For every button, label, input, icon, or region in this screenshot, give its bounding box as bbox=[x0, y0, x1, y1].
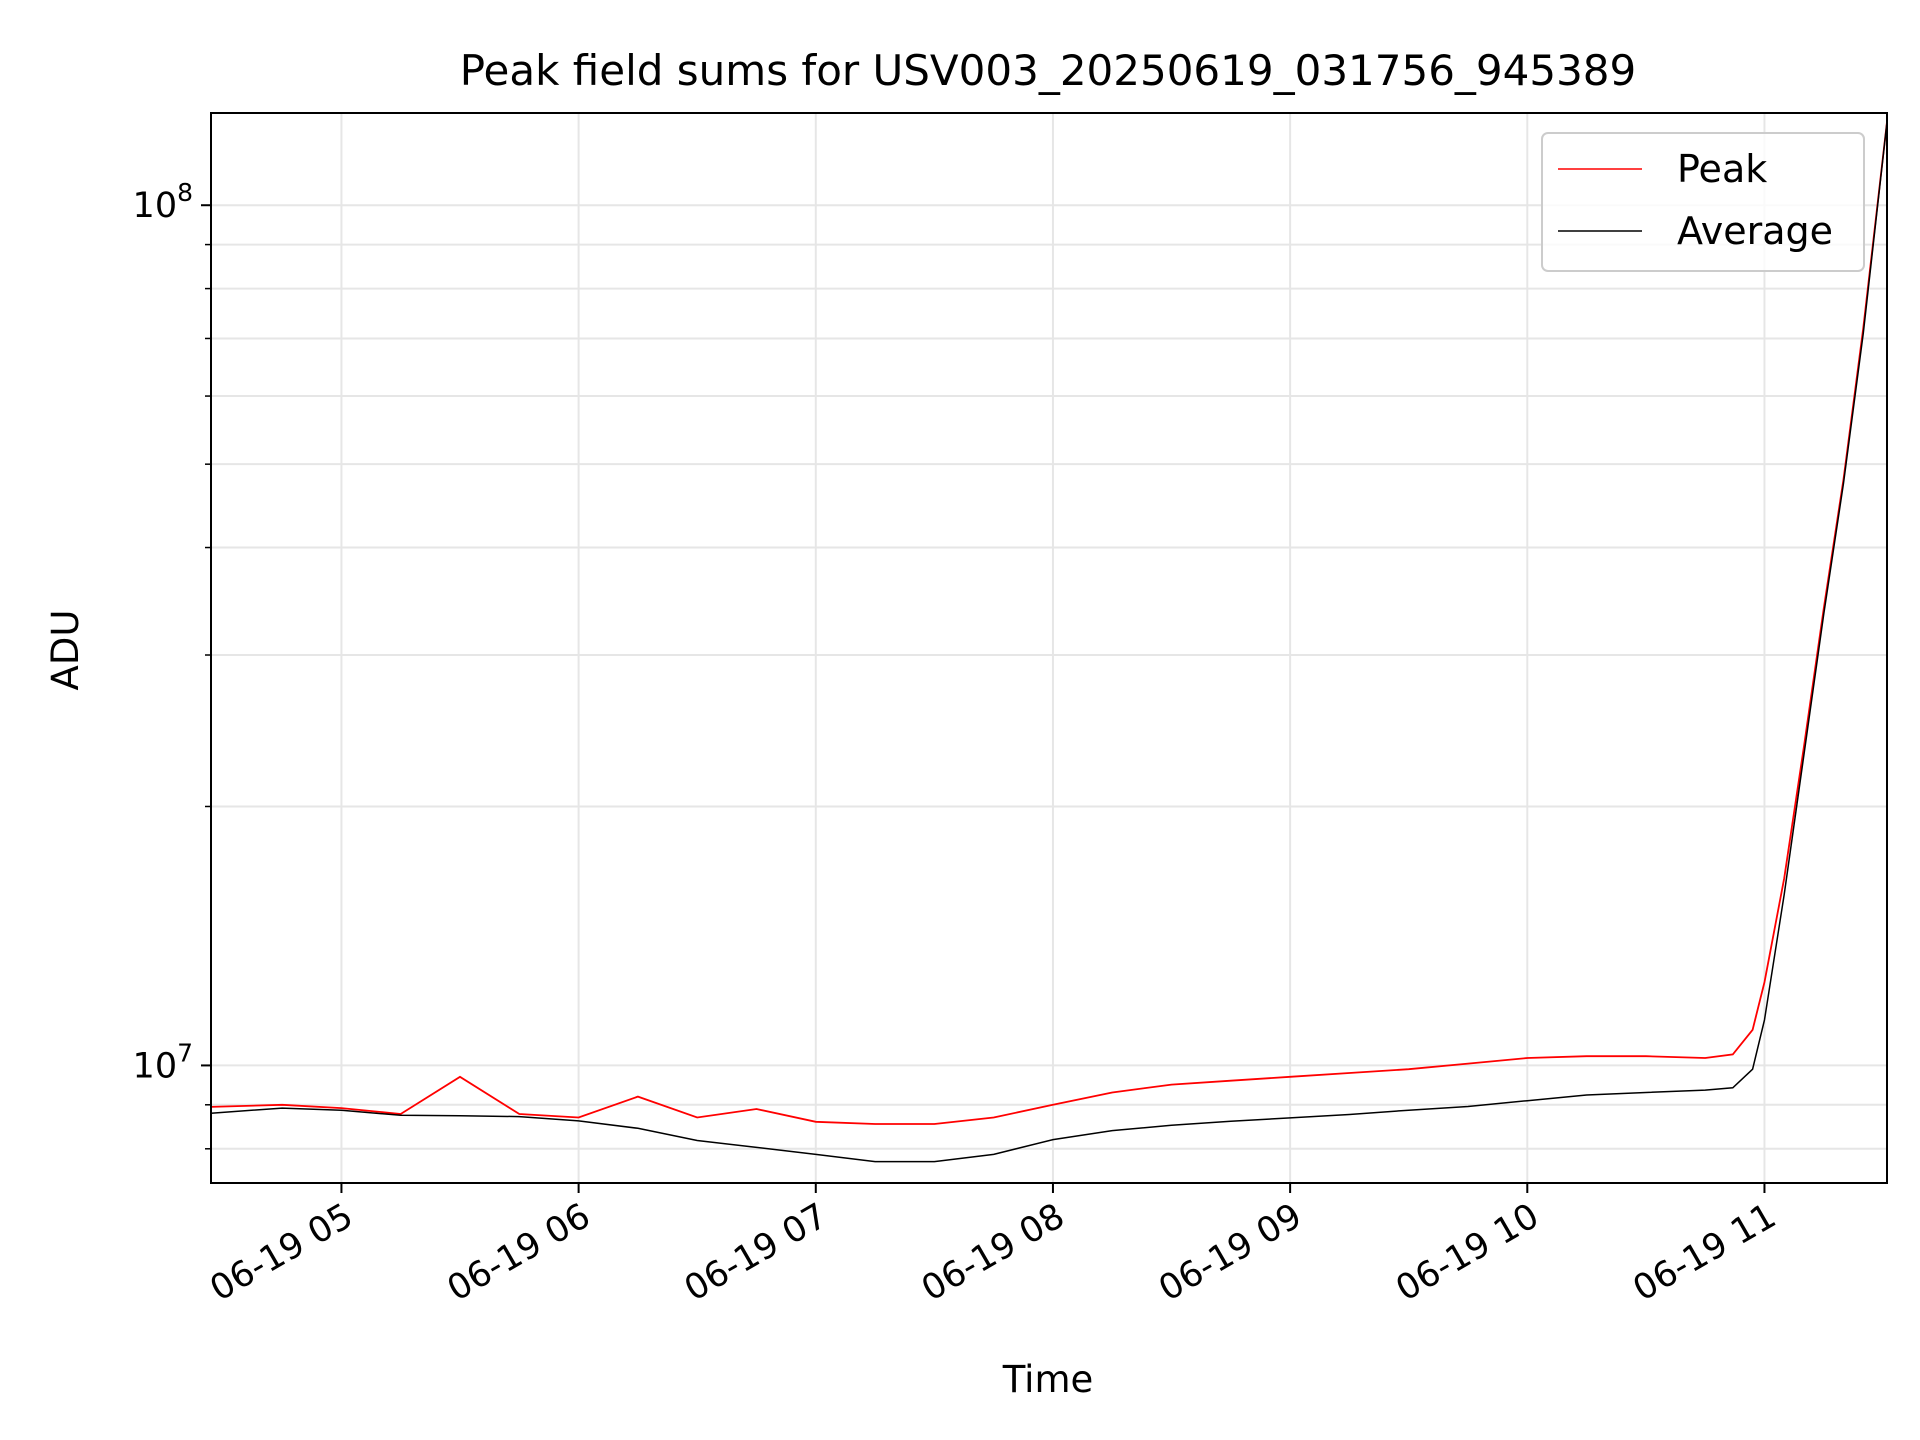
legend-average-label: Average bbox=[1677, 209, 1833, 253]
legend-box bbox=[1541, 132, 1865, 272]
series-line-average bbox=[210, 121, 1888, 1163]
y-axis-label: ADU bbox=[44, 610, 87, 691]
y-tick-label: 107 bbox=[133, 1038, 193, 1086]
legend-peak-label: Peak bbox=[1677, 147, 1767, 191]
y-tick-label: 108 bbox=[133, 178, 193, 226]
series-line-peak bbox=[210, 121, 1888, 1125]
legend: Peak Average bbox=[1541, 132, 1865, 272]
y-axis: 107 108 bbox=[133, 178, 211, 1150]
plot-frame bbox=[210, 112, 1888, 1184]
series-layer bbox=[210, 121, 1888, 1163]
chart-title: Peak field sums for USV003_20250619_0317… bbox=[460, 46, 1637, 95]
x-axis-label: Time bbox=[1002, 1358, 1094, 1401]
